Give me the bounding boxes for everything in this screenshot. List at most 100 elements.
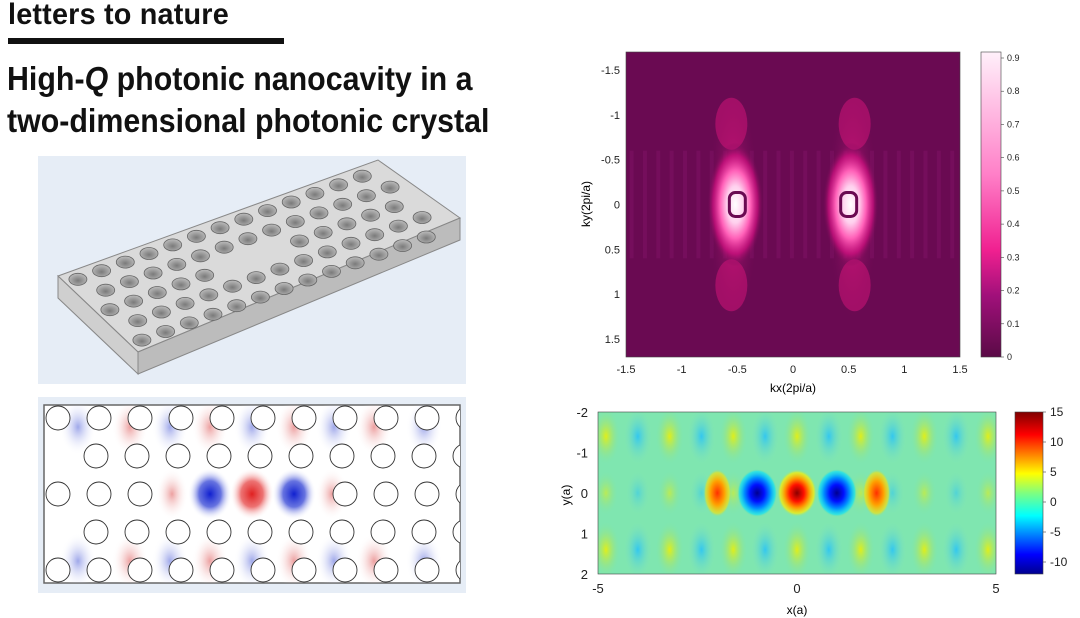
paper-title-line-1: High-Q photonic nanocavity in a [7, 60, 473, 98]
far-field-upper-blob-1 [838, 97, 871, 150]
far-field-x-ticks: -1.5 -1 -0.5 0 0.5 1 1.5 [617, 364, 968, 376]
real-space-stripe [942, 412, 971, 465]
slab-hole [305, 187, 325, 200]
slab-hole [329, 178, 349, 192]
slab-hole [124, 294, 143, 308]
slab-hole [143, 266, 163, 280]
slab-hole [68, 272, 88, 286]
slab-hole [365, 228, 385, 242]
field-hole [165, 443, 191, 469]
slab-hole [234, 212, 254, 226]
far-field-ring-1 [839, 191, 859, 218]
field-hole [206, 443, 232, 469]
field-hole [86, 557, 112, 583]
slab-hole [171, 277, 191, 291]
field-hole [165, 519, 191, 545]
far-field-fringe [669, 150, 674, 259]
title-q: Q [84, 60, 109, 97]
field-hole [455, 408, 460, 428]
real-space-stripe [598, 521, 620, 574]
real-space-cb-label: -10 [1050, 555, 1068, 569]
section-label: letters to nature [8, 0, 229, 31]
field-hole [168, 557, 194, 583]
real-space-stripe [598, 471, 618, 515]
real-space-stripe [942, 521, 971, 574]
slab-hole [412, 211, 432, 224]
far-field-cb-label: 0.8 [1007, 86, 1020, 96]
real-space-y-tick: 2 [581, 567, 588, 582]
far-field-peak-0 [707, 142, 764, 267]
field-hole [168, 405, 194, 431]
real-space-y-tick: -2 [576, 405, 588, 420]
field-lobe-blue-right [272, 468, 316, 520]
real-space-plot-area [598, 412, 996, 574]
slab-hole [210, 221, 230, 235]
field-hole [414, 405, 440, 431]
field-hole [373, 481, 399, 507]
slab-hole [227, 299, 247, 313]
real-space-y-ticks: -2 -1 0 1 2 [576, 405, 588, 582]
far-field-lower-blob-0 [715, 259, 748, 312]
slab-hole [214, 240, 234, 254]
far-field-fringe [803, 150, 808, 259]
slab-hole [290, 234, 309, 248]
far-field-fringe [950, 150, 955, 259]
real-space-stripe [751, 412, 780, 465]
field-hole [291, 405, 317, 431]
real-space-stripe [846, 412, 875, 465]
far-field-ring-0 [727, 191, 747, 218]
field-hole [45, 481, 71, 507]
slab-hole [96, 283, 116, 297]
slab-hole [163, 238, 183, 252]
far-field-x-tick: 0.5 [841, 364, 856, 376]
far-field-plot-area [626, 52, 960, 357]
slab-hole [337, 217, 357, 231]
far-field-fringe [642, 150, 647, 259]
far-field-background [626, 52, 960, 357]
real-space-lobe-2 [777, 469, 817, 517]
far-field-cb-label: 0.3 [1007, 252, 1020, 262]
real-space-stripe [655, 412, 684, 465]
slab-hole [416, 230, 436, 244]
field-hole [370, 519, 396, 545]
far-field-cb-label: 0.9 [1007, 53, 1020, 63]
real-space-x-tick: 0 [793, 581, 800, 596]
real-space-lobe-3 [816, 469, 857, 517]
field-lobe-blue-left [188, 468, 232, 520]
section-rule [8, 38, 284, 44]
slab-hole [147, 286, 167, 299]
slab-hole [203, 307, 223, 321]
slab-hole [345, 256, 365, 270]
far-field-fringe [883, 150, 888, 259]
far-field-y-ticks: -1.5 -1 -0.5 0 0.5 1 1.5 [601, 65, 620, 346]
field-hole [127, 557, 153, 583]
real-space-x-label: x(a) [787, 603, 808, 617]
far-field-x-tick: 1 [901, 364, 907, 376]
far-field-cb-label: 0.6 [1007, 153, 1020, 163]
slab-hole [298, 273, 318, 287]
field-hole [414, 557, 440, 583]
field-hole-array [45, 405, 460, 583]
title-prefix: High- [7, 60, 85, 97]
slab-hole [223, 279, 242, 293]
real-space-stripe [910, 521, 939, 574]
real-space-x-tick: -5 [592, 581, 604, 596]
real-space-stripe [657, 471, 682, 515]
field-hole [332, 405, 358, 431]
far-field-colorbar-ticks: 0 0.1 0.2 0.3 0.4 0.5 0.6 0.7 0.8 0.9 [1001, 53, 1020, 362]
real-space-lobe-4 [862, 469, 891, 517]
far-field-cb-label: 0.1 [1007, 319, 1020, 329]
real-space-stripe [814, 412, 843, 465]
far-field-y-tick: 1.5 [605, 334, 620, 346]
slab-hole [195, 268, 215, 282]
real-space-stripe [719, 521, 748, 574]
far-field-y-tick: 1 [614, 289, 620, 301]
far-field-fringe [776, 150, 781, 259]
far-field-cb-label: 0.4 [1007, 219, 1020, 229]
real-space-stripe [912, 471, 937, 515]
far-field-fringe [763, 150, 768, 259]
far-field-cb-label: 0.2 [1007, 286, 1020, 296]
far-field-fringe [936, 150, 941, 259]
slab-hole [167, 258, 187, 271]
